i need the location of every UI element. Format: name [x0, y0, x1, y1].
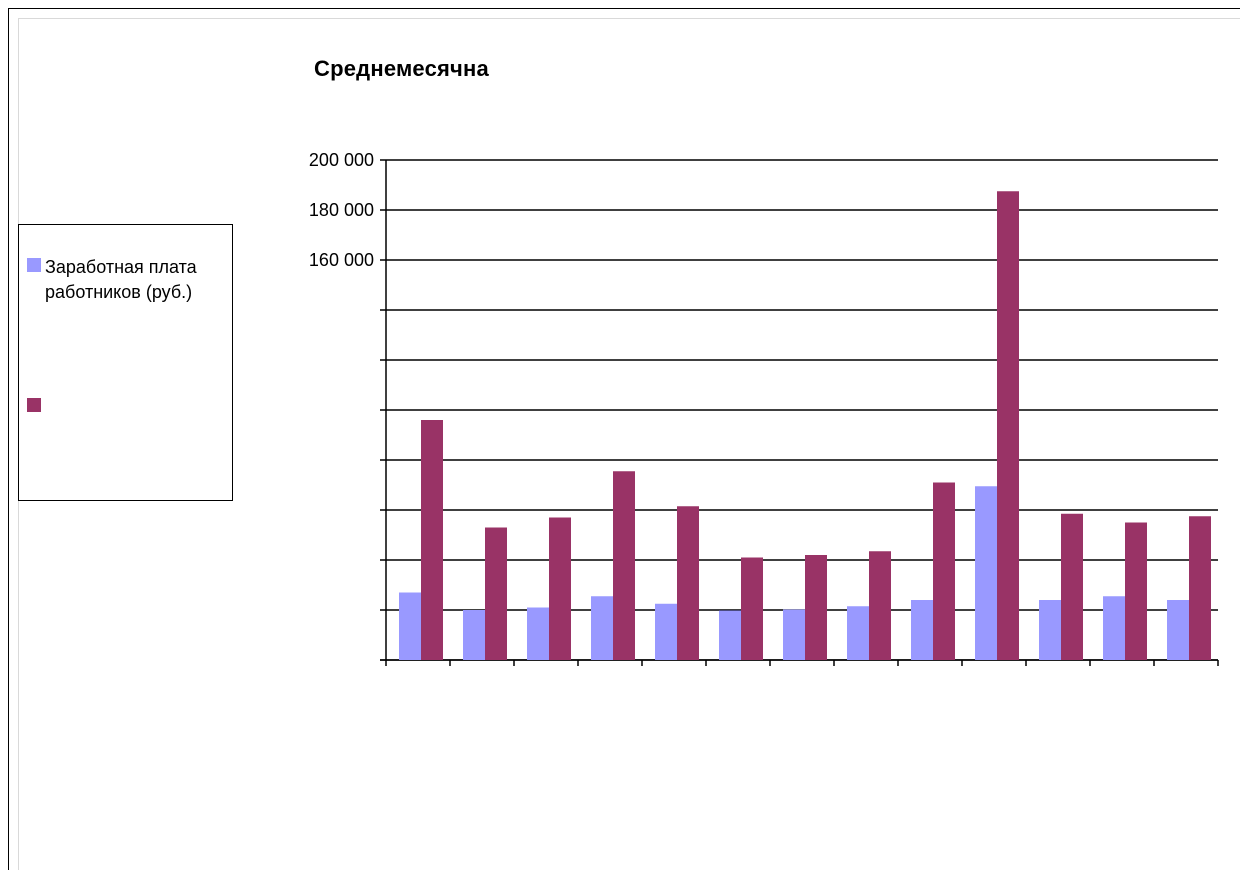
- bar-salary: [527, 607, 549, 660]
- bar-salary: [1039, 600, 1061, 660]
- bar-salary: [591, 596, 613, 660]
- frame-border-left: [8, 8, 9, 870]
- bar-series-2: [741, 557, 763, 660]
- legend-swatch-series-2: [27, 398, 41, 412]
- bar-series-2: [549, 517, 571, 660]
- bar-series-2: [997, 191, 1019, 660]
- bar-series-2: [1061, 513, 1083, 660]
- y-tick-label: 200 000: [309, 150, 374, 170]
- legend: Заработная плата работников (руб.): [18, 224, 233, 501]
- chart-area-border-top: [18, 18, 1240, 19]
- bar-salary: [1103, 596, 1125, 660]
- bar-series-2: [485, 527, 507, 660]
- bar-salary: [975, 486, 997, 660]
- bar-salary: [719, 610, 741, 660]
- bar-series-2: [421, 420, 443, 660]
- y-tick-label: 160 000: [309, 250, 374, 270]
- y-tick-label: 180 000: [309, 200, 374, 220]
- bar-series-2: [805, 555, 827, 660]
- legend-label-salary: Заработная плата работников (руб.): [45, 257, 197, 302]
- bar-salary: [911, 600, 933, 660]
- legend-swatch-salary: [27, 258, 41, 272]
- bar-series-2: [613, 471, 635, 660]
- bar-series-2: [677, 506, 699, 660]
- bar-series-2: [933, 482, 955, 660]
- bar-series-2: [869, 551, 891, 660]
- bar-series-2: [1125, 522, 1147, 660]
- bar-salary: [399, 592, 421, 660]
- bar-series-2: [1189, 516, 1211, 660]
- bar-salary: [655, 603, 677, 660]
- legend-item-series-2: [27, 395, 232, 412]
- bar-salary: [1167, 600, 1189, 660]
- chart-title: Среднемесячна: [314, 56, 489, 81]
- bar-salary: [783, 609, 805, 660]
- frame-border-top: [8, 8, 1240, 9]
- bar-salary: [847, 606, 869, 660]
- bar-salary: [463, 610, 485, 660]
- legend-item-salary: Заработная плата работников (руб.): [27, 255, 232, 305]
